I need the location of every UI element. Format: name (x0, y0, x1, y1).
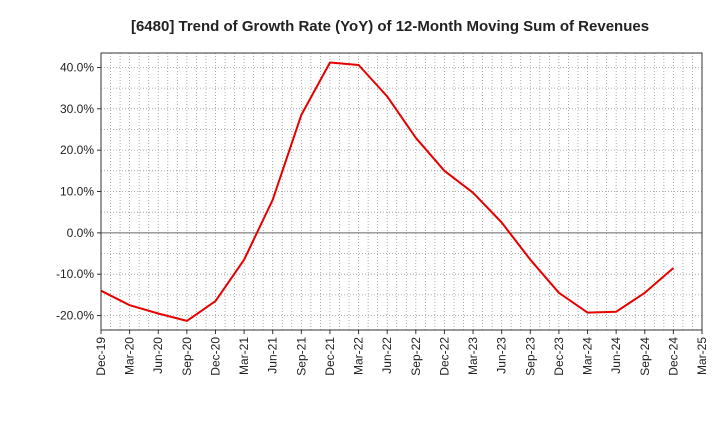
x-tick-label: Dec-22 (437, 337, 451, 376)
x-tick-label: Jun-20 (151, 337, 165, 374)
x-tick-label: Dec-23 (552, 337, 566, 376)
x-tick-label: Mar-22 (352, 337, 366, 375)
y-tick-label: -20.0% (56, 309, 94, 323)
x-tick-label: Sep-24 (638, 337, 652, 376)
x-tick-label: Mar-25 (695, 337, 709, 375)
x-tick-label: Mar-20 (123, 337, 137, 375)
y-tick-label: 10.0% (60, 185, 94, 199)
x-tick-label: Dec-19 (94, 337, 108, 376)
x-tick-label: Jun-24 (609, 337, 623, 374)
y-tick-label: 20.0% (60, 143, 94, 157)
x-tick-label: Jun-21 (266, 337, 280, 374)
x-tick-label: Sep-20 (180, 337, 194, 376)
axes (97, 53, 702, 334)
y-axis-labels: 40.0% 30.0% 20.0% 10.0% 0.0% -10.0% -20.0% (56, 60, 94, 322)
grid (101, 53, 702, 330)
x-axis-labels: Dec-19 Mar-20 Jun-20 Sep-20 Dec-20 Mar-21 Jun-… (94, 337, 709, 376)
y-tick-label: -10.0% (56, 267, 94, 281)
x-tick-label: Mar-24 (581, 337, 595, 375)
x-tick-label: Mar-23 (466, 337, 480, 375)
x-tick-label: Dec-21 (323, 337, 337, 376)
x-tick-label: Mar-21 (237, 337, 251, 375)
x-tick-label: Sep-21 (294, 337, 308, 376)
x-tick-label: Jun-23 (495, 337, 509, 374)
y-tick-label: 0.0% (67, 226, 95, 240)
x-tick-label: Jun-22 (380, 337, 394, 374)
x-tick-label: Sep-22 (409, 337, 423, 376)
x-tick-label: Sep-23 (523, 337, 537, 376)
chart-title: [6480] Trend of Growth Rate (YoY) of 12-… (131, 18, 649, 35)
y-tick-label: 40.0% (60, 60, 94, 74)
x-tick-label: Dec-20 (208, 337, 222, 376)
y-tick-label: 30.0% (60, 102, 94, 116)
x-tick-label: Dec-24 (666, 337, 680, 376)
